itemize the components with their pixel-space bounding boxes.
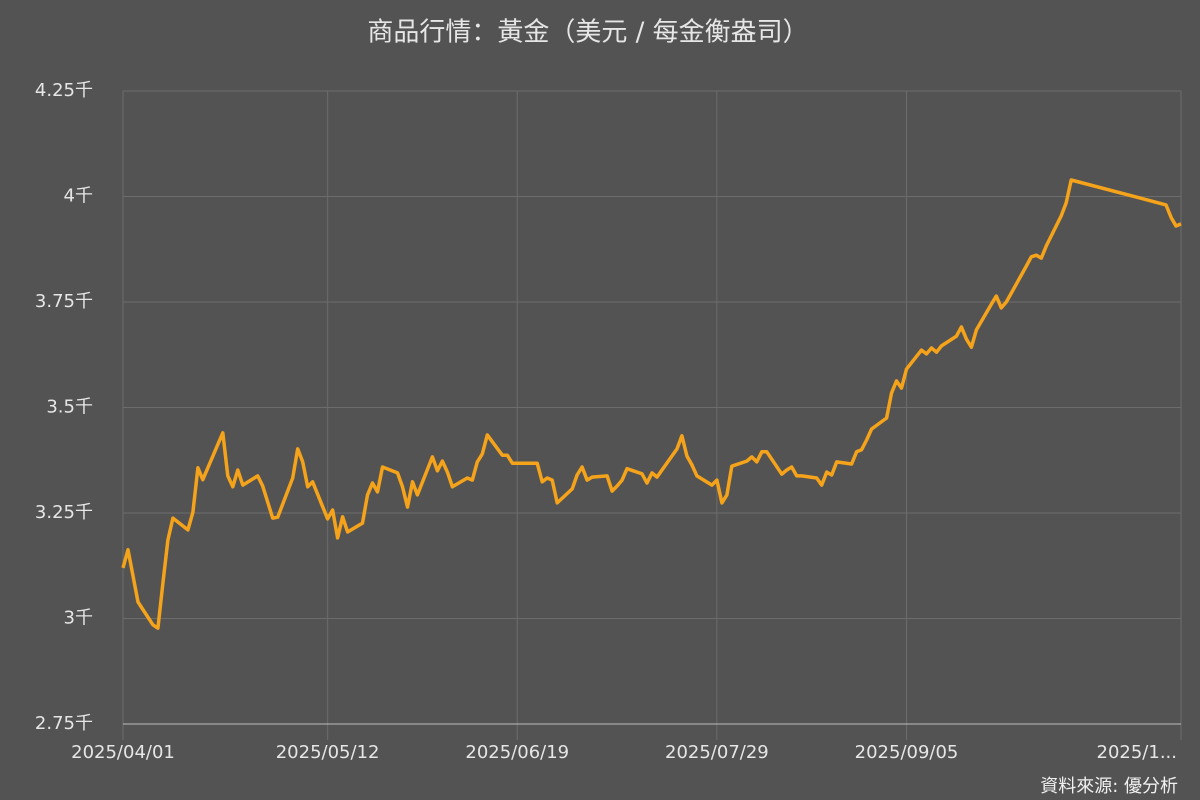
price-line bbox=[121, 178, 1182, 630]
x-tick-label: 2025/1... bbox=[1097, 742, 1178, 763]
chart-title: 商品行情：黃金（美元 / 每金衡盎司） bbox=[367, 18, 808, 48]
y-tick-label: 3.75千 bbox=[35, 291, 93, 312]
x-tick-label: 2025/07/29 bbox=[665, 742, 769, 763]
source-note: 資料來源: 優分析 bbox=[1040, 776, 1178, 797]
x-tick-label: 2025/06/19 bbox=[465, 742, 569, 763]
y-tick-label: 3.25千 bbox=[35, 502, 93, 523]
y-tick-label: 3.5千 bbox=[46, 397, 93, 418]
y-tick-label: 4.25千 bbox=[35, 80, 93, 101]
x-tick-label: 2025/05/12 bbox=[276, 742, 380, 763]
y-tick-label: 3千 bbox=[64, 608, 93, 629]
y-tick-label: 2.75千 bbox=[35, 713, 93, 734]
x-tick-label: 2025/04/01 bbox=[71, 742, 175, 763]
x-tick-label: 2025/09/05 bbox=[855, 742, 959, 763]
y-tick-label: 4千 bbox=[64, 186, 93, 207]
